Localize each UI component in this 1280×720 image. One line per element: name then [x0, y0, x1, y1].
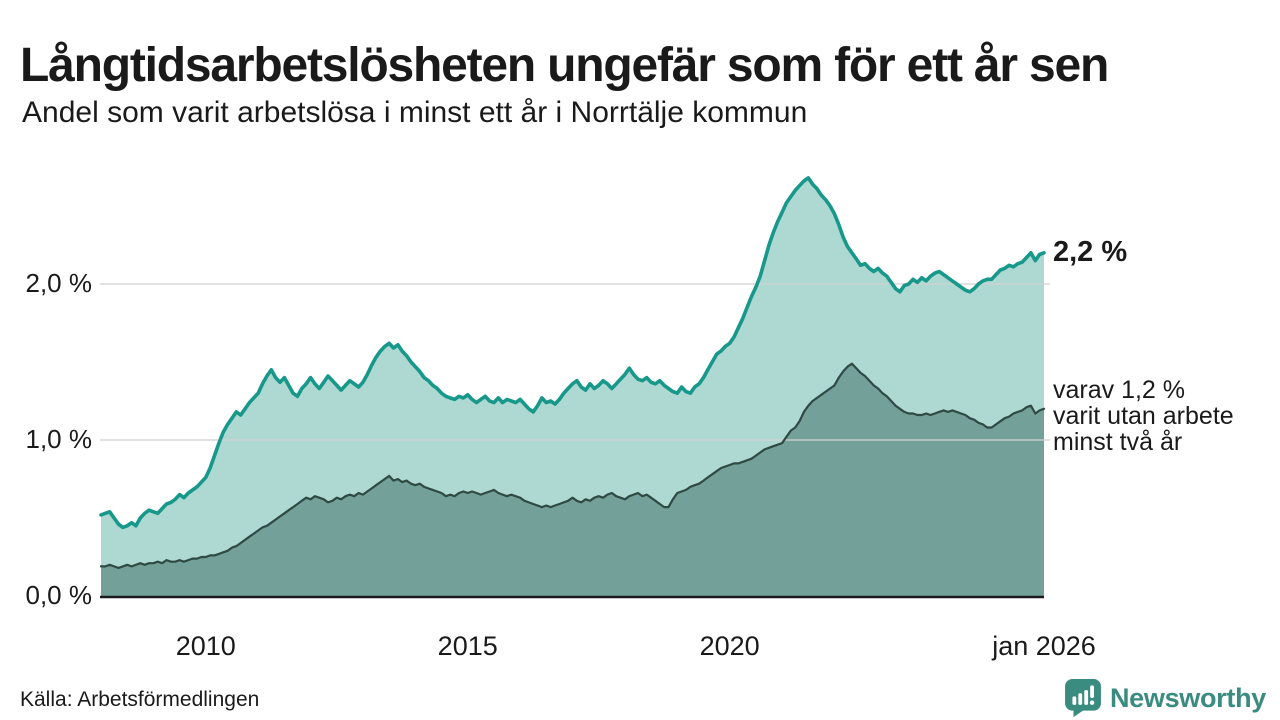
y-axis-tick-label: 2,0 % [25, 267, 93, 298]
series-line-0 [99, 176, 1046, 530]
x-axis-tick-label: 2020 [699, 631, 760, 661]
x-axis-tick-label: 2010 [175, 631, 236, 661]
breakdown-annotation-line: varit utan arbete [1053, 401, 1234, 430]
newsworthy-logo-icon [1065, 679, 1101, 717]
breakdown-annotation-line: varav 1,2 % [1053, 375, 1186, 404]
latest-value-annotation: 2,2 % [1053, 235, 1128, 268]
series-area-1 [101, 363, 1044, 596]
newsworthy-brand: Newsworthy [1065, 679, 1266, 717]
page-subtitle: Andel som varit arbetslösa i minst ett å… [22, 96, 808, 129]
x-axis-tick-label: 2015 [437, 631, 498, 661]
y-axis-tick-label: 0,0 % [25, 579, 93, 610]
y-axis-tick-label: 1,0 % [25, 423, 93, 454]
breakdown-annotation: varav 1,2 % varit utan arbete minst två … [1053, 377, 1234, 455]
breakdown-annotation-line: minst två år [1053, 427, 1183, 456]
series-line-1 [99, 362, 1046, 569]
source-note: Källa: Arbetsförmedlingen [20, 688, 260, 711]
x-axis-tick-label: jan 2026 [992, 631, 1096, 661]
brand-name: Newsworthy [1109, 682, 1266, 713]
page-title: Långtidsarbetslösheten ungefär som för e… [20, 39, 1109, 93]
